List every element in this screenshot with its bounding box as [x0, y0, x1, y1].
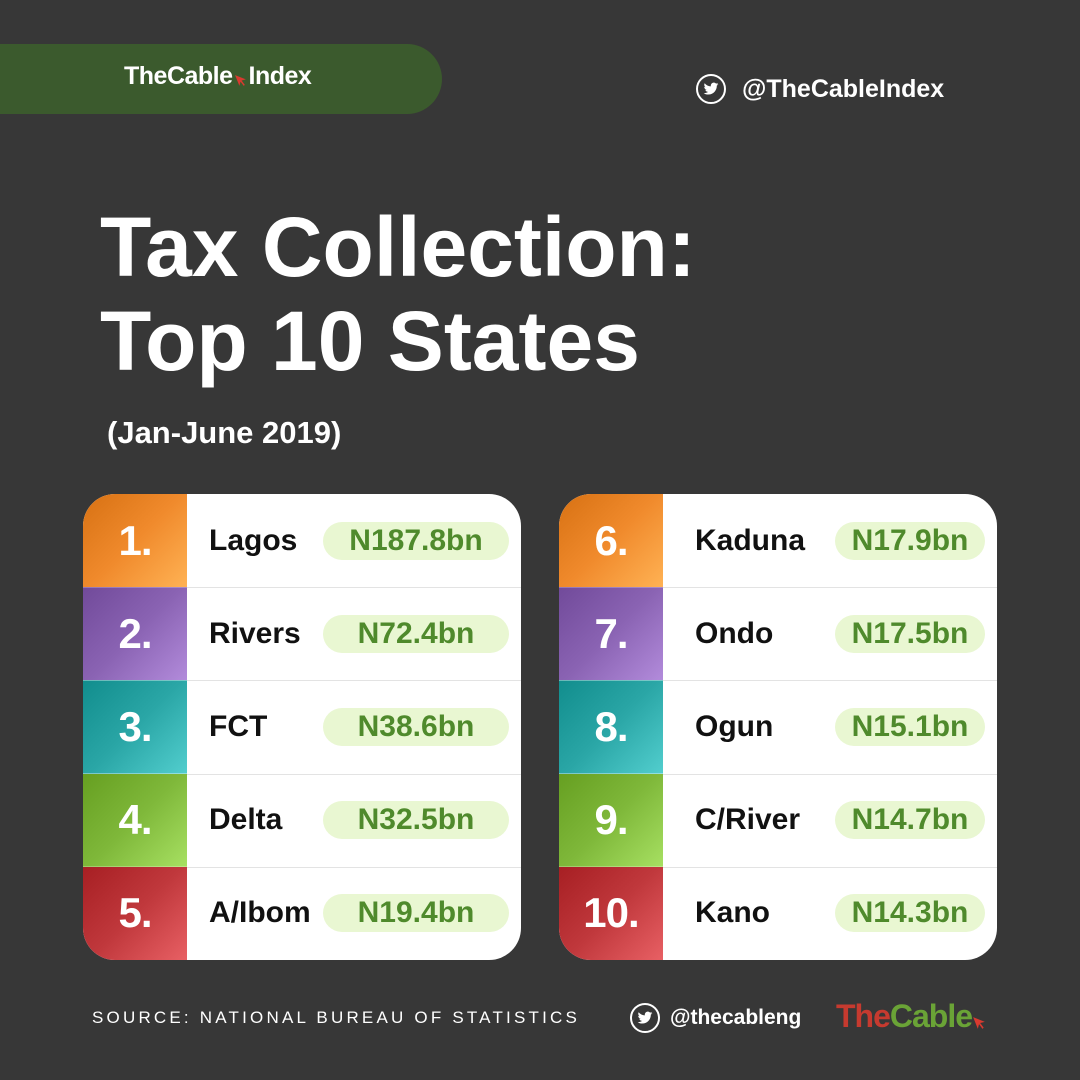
state-name: Rivers [209, 616, 301, 650]
tax-amount: N14.7bn [835, 801, 985, 840]
state-name: Ondo [695, 616, 774, 650]
twitter-icon [696, 74, 726, 104]
twitter-handle-footer[interactable]: @thecableng [630, 1003, 801, 1033]
period-label: (Jan-June 2019) [107, 415, 342, 450]
rank-badge: 8. [559, 680, 663, 774]
ranking-row: 5. A/Ibom N19.4bn [83, 866, 521, 960]
ranking-row: 3. FCT N38.6bn [83, 680, 521, 774]
tax-amount: N72.4bn [323, 614, 509, 653]
title-line-2: Top 10 States [100, 294, 640, 388]
ranking-row: 8. Ogun N15.1bn [559, 680, 997, 774]
state-name: Delta [209, 803, 283, 837]
rank-badge: 1. [83, 494, 187, 588]
ranking-row: 10. Kano N14.3bn [559, 866, 997, 960]
brand-banner [0, 44, 442, 114]
twitter-handle-header[interactable]: @TheCableIndex [696, 74, 944, 104]
source-note: SOURCE: NATIONAL BUREAU OF STATISTICS [92, 1008, 581, 1027]
rank-badge: 2. [83, 587, 187, 681]
ranking-row: 6. Kaduna N17.9bn [559, 494, 997, 588]
tax-amount: N32.5bn [323, 801, 509, 840]
brand-name: TheCable [124, 62, 233, 90]
thecable-logo: The Cable [836, 998, 986, 1035]
state-name: Kano [695, 896, 770, 930]
tax-amount: N187.8bn [323, 521, 509, 560]
title-line-1: Tax Collection: [100, 200, 696, 294]
rank-badge: 10. [559, 866, 663, 960]
tax-amount: N14.3bn [835, 894, 985, 933]
state-name: Kaduna [695, 523, 806, 557]
rank-badge: 3. [83, 680, 187, 774]
brand-logo: TheCable Index [124, 62, 312, 91]
brand-suffix: Index [248, 62, 312, 90]
tax-amount: N17.5bn [835, 614, 985, 653]
ranking-card-right: 6. Kaduna N17.9bn 7. Ondo N17.5bn 8. Ogu… [559, 494, 997, 960]
tax-amount: N15.1bn [835, 707, 985, 746]
ranking-row: 2. Rivers N72.4bn [83, 587, 521, 681]
state-name: Lagos [209, 523, 298, 557]
ranking-card-left: 1. Lagos N187.8bn 2. Rivers N72.4bn 3. F… [83, 494, 521, 960]
tax-amount: N19.4bn [323, 894, 509, 933]
page-title: Tax Collection: Top 10 States [100, 200, 696, 388]
tax-amount: N38.6bn [323, 707, 509, 746]
twitter-icon [630, 1003, 660, 1033]
state-name: Ogun [695, 709, 774, 743]
rank-badge: 9. [559, 773, 663, 867]
twitter-handle-text: @thecableng [670, 1006, 802, 1029]
logo-part-the: The [836, 998, 891, 1034]
cursor-icon [973, 1017, 985, 1029]
twitter-handle-text: @TheCableIndex [742, 74, 945, 103]
rank-badge: 5. [83, 866, 187, 960]
tax-amount: N17.9bn [835, 521, 985, 560]
rank-badge: 7. [559, 587, 663, 681]
state-name: FCT [209, 709, 268, 743]
ranking-row: 4. Delta N32.5bn [83, 773, 521, 867]
ranking-row: 7. Ondo N17.5bn [559, 587, 997, 681]
rank-badge: 4. [83, 773, 187, 867]
logo-part-cable: Cable [889, 998, 973, 1034]
ranking-row: 9. C/River N14.7bn [559, 773, 997, 867]
ranking-row: 1. Lagos N187.8bn [83, 494, 521, 588]
cursor-icon [234, 75, 246, 86]
state-name: A/Ibom [209, 896, 311, 930]
rank-badge: 6. [559, 494, 663, 588]
state-name: C/River [695, 803, 801, 837]
